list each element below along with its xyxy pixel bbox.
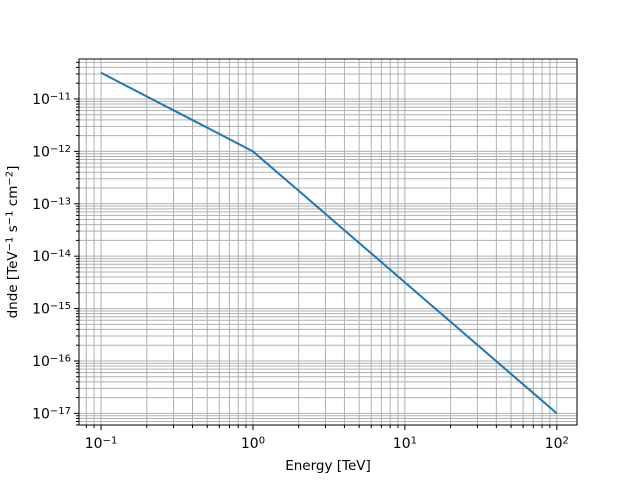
y-tick-label: 10−11 (32, 91, 71, 108)
x-tick-label: 102 (545, 436, 569, 453)
y-tick-label: 10−14 (32, 249, 71, 266)
y-tick-label: 10−17 (32, 406, 71, 423)
axes-background (79, 59, 577, 425)
y-tick-label: 10−12 (32, 144, 71, 161)
axes-spines (78, 58, 578, 426)
spectrum-line (100, 71, 558, 415)
ticks (74, 61, 558, 430)
y-axis-label: dnde [TeV−1 s−1 cm−2] (5, 166, 22, 319)
y-tick-label: 10−15 (32, 301, 71, 318)
x-tick-label: 100 (241, 436, 265, 453)
y-tick-label: 10−16 (32, 353, 71, 370)
x-axis-label: Energy [TeV] (285, 458, 371, 474)
x-tick-label: 101 (393, 436, 417, 453)
grid (79, 59, 577, 426)
y-tick-label: 10−13 (32, 196, 71, 213)
x-tick-label: 10−1 (85, 436, 118, 453)
